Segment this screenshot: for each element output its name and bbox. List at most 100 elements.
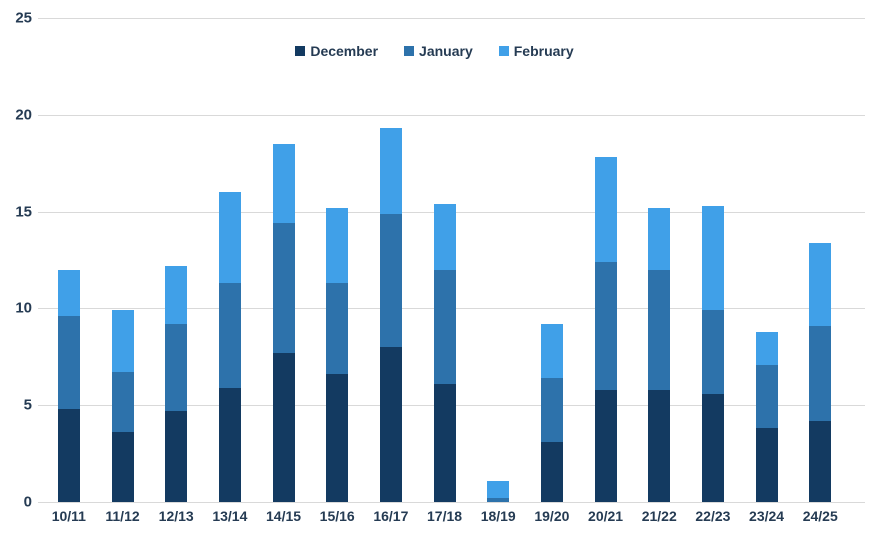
bar-stack xyxy=(594,157,617,502)
bar-segment-january-15/16 xyxy=(326,283,349,375)
gridline-0 xyxy=(38,502,865,503)
legend-item-december: December xyxy=(295,44,378,58)
bar-segment-december-19/20 xyxy=(540,441,563,502)
bar-segment-february-14/15 xyxy=(272,143,295,224)
x-tick-label-14/15: 14/15 xyxy=(266,508,302,524)
bar-segment-december-24/25 xyxy=(809,420,832,502)
bar-stack xyxy=(540,323,563,502)
bar-segment-february-10/11 xyxy=(57,269,80,317)
bar-segment-february-11/12 xyxy=(111,310,134,373)
x-tick-label-12/13: 12/13 xyxy=(158,508,194,524)
bar-segment-january-23/24 xyxy=(755,364,778,429)
bar-segment-january-12/13 xyxy=(165,323,188,412)
y-tick-label-10: 10 xyxy=(15,299,32,317)
bar-segment-december-16/17 xyxy=(379,347,402,502)
bar-group-12/13 xyxy=(149,18,203,502)
x-tick-label-19/20: 19/20 xyxy=(534,508,570,524)
bar-stack xyxy=(272,143,295,502)
bar-segment-january-21/22 xyxy=(648,269,671,390)
bar-stack xyxy=(487,480,510,502)
bar-stack xyxy=(648,207,671,502)
bar-segment-december-15/16 xyxy=(326,374,349,502)
bar-segment-december-10/11 xyxy=(57,409,80,502)
december-swatch-icon xyxy=(295,46,306,56)
bar-segment-february-22/23 xyxy=(701,205,724,311)
bar-segment-december-21/22 xyxy=(648,389,671,502)
bar-group-16/17 xyxy=(364,18,418,502)
bar-segment-december-11/12 xyxy=(111,432,134,502)
x-tick-label-11/12: 11/12 xyxy=(105,508,140,524)
legend: December January February xyxy=(0,44,869,58)
bar-stack xyxy=(755,331,778,502)
february-swatch-icon xyxy=(498,46,509,56)
legend-label-february: February xyxy=(513,43,574,59)
bar-segment-february-18/19 xyxy=(487,480,510,499)
bar-segment-january-19/20 xyxy=(540,378,563,442)
gridline-25 xyxy=(38,18,865,19)
x-tick-label-13/14: 13/14 xyxy=(212,508,248,524)
legend-item-january: January xyxy=(404,44,473,58)
x-tick-label-10/11: 10/11 xyxy=(51,508,86,524)
bar-group-24/25 xyxy=(793,18,847,502)
x-tick-label-17/18: 17/18 xyxy=(427,508,463,524)
bar-segment-december-13/14 xyxy=(218,387,241,502)
bar-stack xyxy=(218,192,241,502)
bar-group-23/24 xyxy=(740,18,794,502)
bar-segment-december-23/24 xyxy=(755,428,778,502)
bar-stack xyxy=(433,203,456,502)
x-tick-label-21/22: 21/22 xyxy=(641,508,677,524)
bar-segment-february-20/21 xyxy=(594,157,617,262)
bar-stack xyxy=(326,207,349,502)
bar-segment-february-17/18 xyxy=(433,203,456,270)
bar-stack xyxy=(57,269,80,502)
bar-group-17/18 xyxy=(418,18,472,502)
bar-segment-january-14/15 xyxy=(272,223,295,353)
bar-segment-january-22/23 xyxy=(701,310,724,394)
bar-segment-january-20/21 xyxy=(594,261,617,390)
bar-group-18/19 xyxy=(471,18,525,502)
bar-segment-december-20/21 xyxy=(594,389,617,502)
bar-stack xyxy=(809,242,832,502)
bar-stack xyxy=(379,128,402,502)
legend-label-december: December xyxy=(310,43,379,59)
bar-segment-january-16/17 xyxy=(379,213,402,348)
x-tick-label-18/19: 18/19 xyxy=(480,508,516,524)
bars-area xyxy=(42,18,847,502)
legend-label-january: January xyxy=(419,43,473,59)
bar-group-21/22 xyxy=(632,18,686,502)
x-tick-label-20/21: 20/21 xyxy=(588,508,624,524)
bar-segment-february-21/22 xyxy=(648,207,671,270)
bar-segment-february-12/13 xyxy=(165,265,188,324)
x-tick-label-24/25: 24/25 xyxy=(802,508,838,524)
y-tick-label-15: 15 xyxy=(15,203,32,221)
bar-group-13/14 xyxy=(203,18,257,502)
gridline-20 xyxy=(38,114,865,116)
bar-segment-february-13/14 xyxy=(218,192,241,284)
bar-segment-january-24/25 xyxy=(809,325,832,421)
x-tick-label-22/23: 22/23 xyxy=(695,508,731,524)
bar-group-15/16 xyxy=(310,18,364,502)
bar-segment-january-17/18 xyxy=(433,269,456,384)
x-axis-labels: 10/11 11/12 12/13 13/14 14/15 15/16 16/17 17/18… xyxy=(42,508,847,525)
bar-segment-january-11/12 xyxy=(111,372,134,433)
bar-segment-january-13/14 xyxy=(218,283,241,388)
x-tick-label-15/16: 15/16 xyxy=(319,508,355,524)
bar-segment-december-14/15 xyxy=(272,352,295,502)
bar-segment-december-22/23 xyxy=(701,393,724,502)
x-tick-label-23/24: 23/24 xyxy=(749,508,785,524)
bar-group-10/11 xyxy=(42,18,96,502)
bar-group-14/15 xyxy=(257,18,311,502)
bar-segment-february-16/17 xyxy=(379,128,402,214)
bar-stack xyxy=(111,310,134,502)
x-tick-label-16/17: 16/17 xyxy=(373,508,409,524)
legend-item-february: February xyxy=(498,43,574,59)
bar-segment-february-19/20 xyxy=(540,323,563,379)
bar-segment-february-23/24 xyxy=(755,331,778,365)
bar-segment-february-15/16 xyxy=(326,207,349,284)
bar-group-20/21 xyxy=(579,18,633,502)
bar-group-19/20 xyxy=(525,18,579,502)
bar-stack xyxy=(165,265,188,502)
bar-segment-february-24/25 xyxy=(809,242,832,326)
y-tick-label-0: 0 xyxy=(23,493,32,511)
